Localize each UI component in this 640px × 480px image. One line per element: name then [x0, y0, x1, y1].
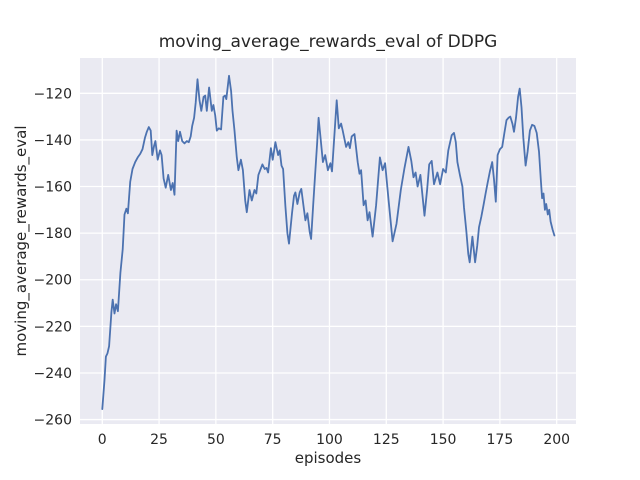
x-tick-label: 50 — [207, 432, 225, 448]
y-tick-label: −180 — [34, 226, 72, 242]
gridlines — [80, 58, 576, 424]
y-tick-label: −140 — [34, 133, 72, 149]
y-tick-label: −220 — [34, 319, 72, 335]
y-tick-label: −200 — [34, 273, 72, 289]
y-axis-tick-labels: −120 −140 −160 −180 −200 −220 −240 −260 — [34, 86, 72, 428]
x-tick-label: 200 — [543, 432, 570, 448]
y-tick-label: −260 — [34, 413, 72, 429]
x-tick-label: 125 — [373, 432, 400, 448]
chart-title: moving_average_rewards_eval of DDPG — [159, 32, 498, 52]
x-tick-label: 25 — [150, 432, 168, 448]
plot-area — [80, 58, 576, 424]
y-tick-label: −120 — [34, 86, 72, 102]
y-axis-label: moving_average_rewards_eval — [12, 126, 31, 357]
x-axis-label: episodes — [295, 449, 362, 467]
y-tick-label: −240 — [34, 366, 72, 382]
series-line-ddpg — [101, 74, 556, 410]
x-tick-label: 150 — [430, 432, 457, 448]
x-tick-label: 75 — [264, 432, 282, 448]
x-tick-label: 175 — [487, 432, 514, 448]
x-axis-tick-labels: 0 25 50 75 100 125 150 175 200 — [98, 432, 570, 448]
x-tick-label: 0 — [98, 432, 107, 448]
y-tick-label: −160 — [34, 180, 72, 196]
x-tick-label: 100 — [316, 432, 343, 448]
